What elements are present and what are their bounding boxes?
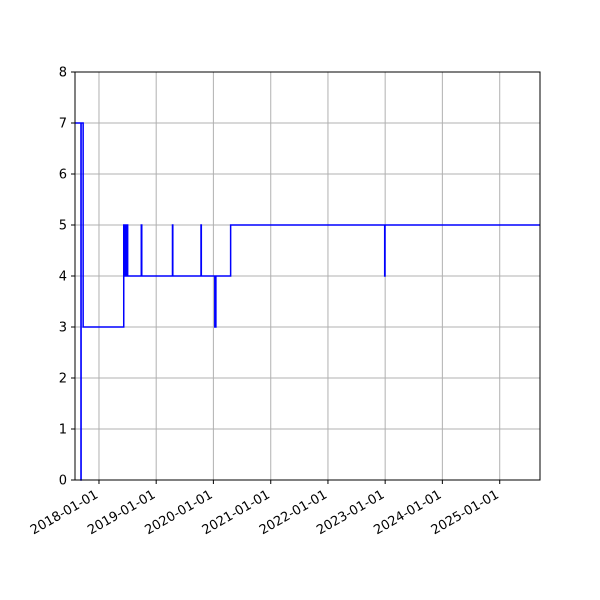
y-tick-label: 4 xyxy=(59,270,67,285)
series-line xyxy=(75,122,540,481)
y-tick-label: 7 xyxy=(59,117,67,132)
y-axis: 0 1 2 3 4 5 6 7 8 xyxy=(59,66,75,489)
y-tick-label: 8 xyxy=(59,66,67,81)
y-tick-label: 6 xyxy=(59,168,67,183)
series-layer xyxy=(75,122,540,481)
y-tick-label: 3 xyxy=(59,321,67,336)
y-tick-label: 2 xyxy=(59,372,67,387)
y-tick-label: 5 xyxy=(59,219,67,234)
y-tick-label: 1 xyxy=(59,423,67,438)
x-axis: 2018-01-012019-01-012020-01-012021-01-01… xyxy=(28,480,502,538)
y-tick-label: 0 xyxy=(59,474,67,489)
